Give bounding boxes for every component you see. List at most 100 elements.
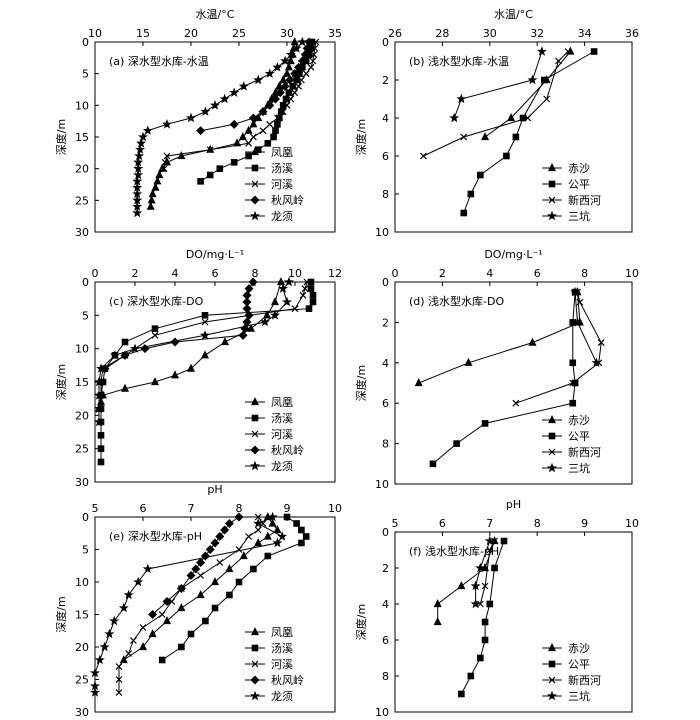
- y-tick-label: 30: [75, 476, 89, 489]
- x-tick-label: 26: [388, 27, 402, 40]
- data-point: [572, 317, 583, 327]
- legend-label: 河溪: [271, 658, 293, 671]
- data-point: [283, 101, 291, 109]
- data-point: [104, 628, 115, 639]
- data-point: [216, 559, 224, 566]
- series-e-3: [148, 512, 244, 620]
- x-tick-label: 34: [578, 27, 592, 40]
- x-tick-label: 7: [188, 502, 195, 515]
- data-point: [248, 277, 258, 287]
- data-point: [186, 570, 196, 581]
- data-point: [270, 133, 277, 141]
- legend-label: 秋风岭: [271, 673, 304, 687]
- legend-label: 汤溪: [271, 641, 293, 655]
- data-point: [176, 583, 186, 594]
- x-tick-label: 8: [581, 267, 588, 280]
- y-tick-label: 6: [382, 634, 389, 647]
- y-tick-label: 25: [75, 443, 89, 456]
- data-point: [254, 538, 263, 547]
- data-point: [202, 617, 209, 625]
- data-point: [216, 165, 224, 172]
- data-point: [138, 131, 148, 142]
- data-point: [449, 112, 460, 123]
- x-axis-title: DO/mg·L⁻¹: [186, 248, 244, 261]
- data-point: [279, 108, 287, 116]
- legend-marker: [251, 180, 259, 188]
- series-e-0: [119, 512, 282, 664]
- data-point: [273, 525, 282, 534]
- y-tick-label: 6: [382, 397, 389, 410]
- y-axis-title: 深度/m: [354, 119, 368, 155]
- data-point: [272, 127, 279, 134]
- data-point: [264, 140, 272, 147]
- x-tick-label: 5: [92, 502, 99, 515]
- data-point: [290, 37, 299, 46]
- data-point: [162, 119, 172, 129]
- data-point: [282, 68, 292, 77]
- y-tick-label: 4: [382, 598, 389, 611]
- data-point: [570, 286, 581, 297]
- series-f-2: [476, 537, 498, 608]
- data-point: [310, 51, 318, 59]
- y-tick-label: 20: [75, 409, 89, 422]
- panel-b: 26 28 30 32 34 36 0 2 4 6 8 10 水温/°C 深度/m (b) 浅水型水库-水温…: [354, 8, 639, 239]
- data-point: [280, 55, 291, 66]
- data-point: [507, 113, 516, 122]
- legend-label: 凤凰: [271, 396, 293, 409]
- data-point: [191, 564, 201, 574]
- data-point: [118, 602, 129, 613]
- y-tick-label: 0: [382, 526, 389, 539]
- data-point: [476, 600, 484, 608]
- y-axis-title: 深度/m: [54, 596, 68, 632]
- data-point: [279, 75, 288, 84]
- data-point: [121, 338, 129, 346]
- data-point: [258, 107, 268, 117]
- data-point: [253, 518, 264, 528]
- x-tick-label: 10: [288, 267, 302, 280]
- data-point: [115, 676, 123, 683]
- data-point: [299, 291, 307, 299]
- data-point: [148, 189, 157, 198]
- data-point: [206, 146, 214, 154]
- data-point: [273, 114, 281, 122]
- data-point: [519, 114, 527, 122]
- data-point: [500, 537, 508, 545]
- legend-marker: [250, 210, 260, 221]
- data-point: [129, 637, 137, 644]
- data-point: [120, 350, 130, 360]
- x-tick-label: 4: [172, 267, 179, 280]
- data-point: [303, 278, 311, 286]
- data-point: [266, 120, 274, 128]
- data-point: [249, 133, 257, 141]
- data-point: [285, 49, 296, 59]
- data-point: [279, 102, 287, 109]
- legend-label: 龙须: [271, 460, 293, 473]
- data-point: [293, 520, 300, 527]
- legend-marker: [250, 675, 260, 685]
- data-point: [309, 298, 317, 306]
- data-point: [274, 121, 281, 128]
- data-point: [158, 656, 166, 664]
- y-tick-label: 15: [75, 131, 89, 144]
- series-line: [484, 51, 571, 138]
- data-point: [564, 48, 572, 55]
- series-a-2: [160, 38, 320, 173]
- data-point: [248, 113, 258, 123]
- data-point: [302, 533, 310, 540]
- x-tick-label: 8: [236, 502, 243, 515]
- series-f-3: [470, 535, 495, 609]
- y-tick-label: 5: [82, 309, 89, 322]
- data-point: [414, 378, 423, 387]
- x-tick-label: 25: [232, 27, 246, 40]
- data-point: [275, 88, 285, 98]
- y-tick-label: 6: [382, 150, 389, 163]
- data-point: [244, 310, 254, 320]
- y-tick-label: 10: [75, 343, 89, 356]
- y-tick-label: 30: [75, 706, 89, 719]
- data-point: [196, 590, 205, 599]
- data-point: [309, 57, 317, 65]
- data-point: [297, 36, 308, 47]
- legend-label: 新西河: [568, 193, 601, 207]
